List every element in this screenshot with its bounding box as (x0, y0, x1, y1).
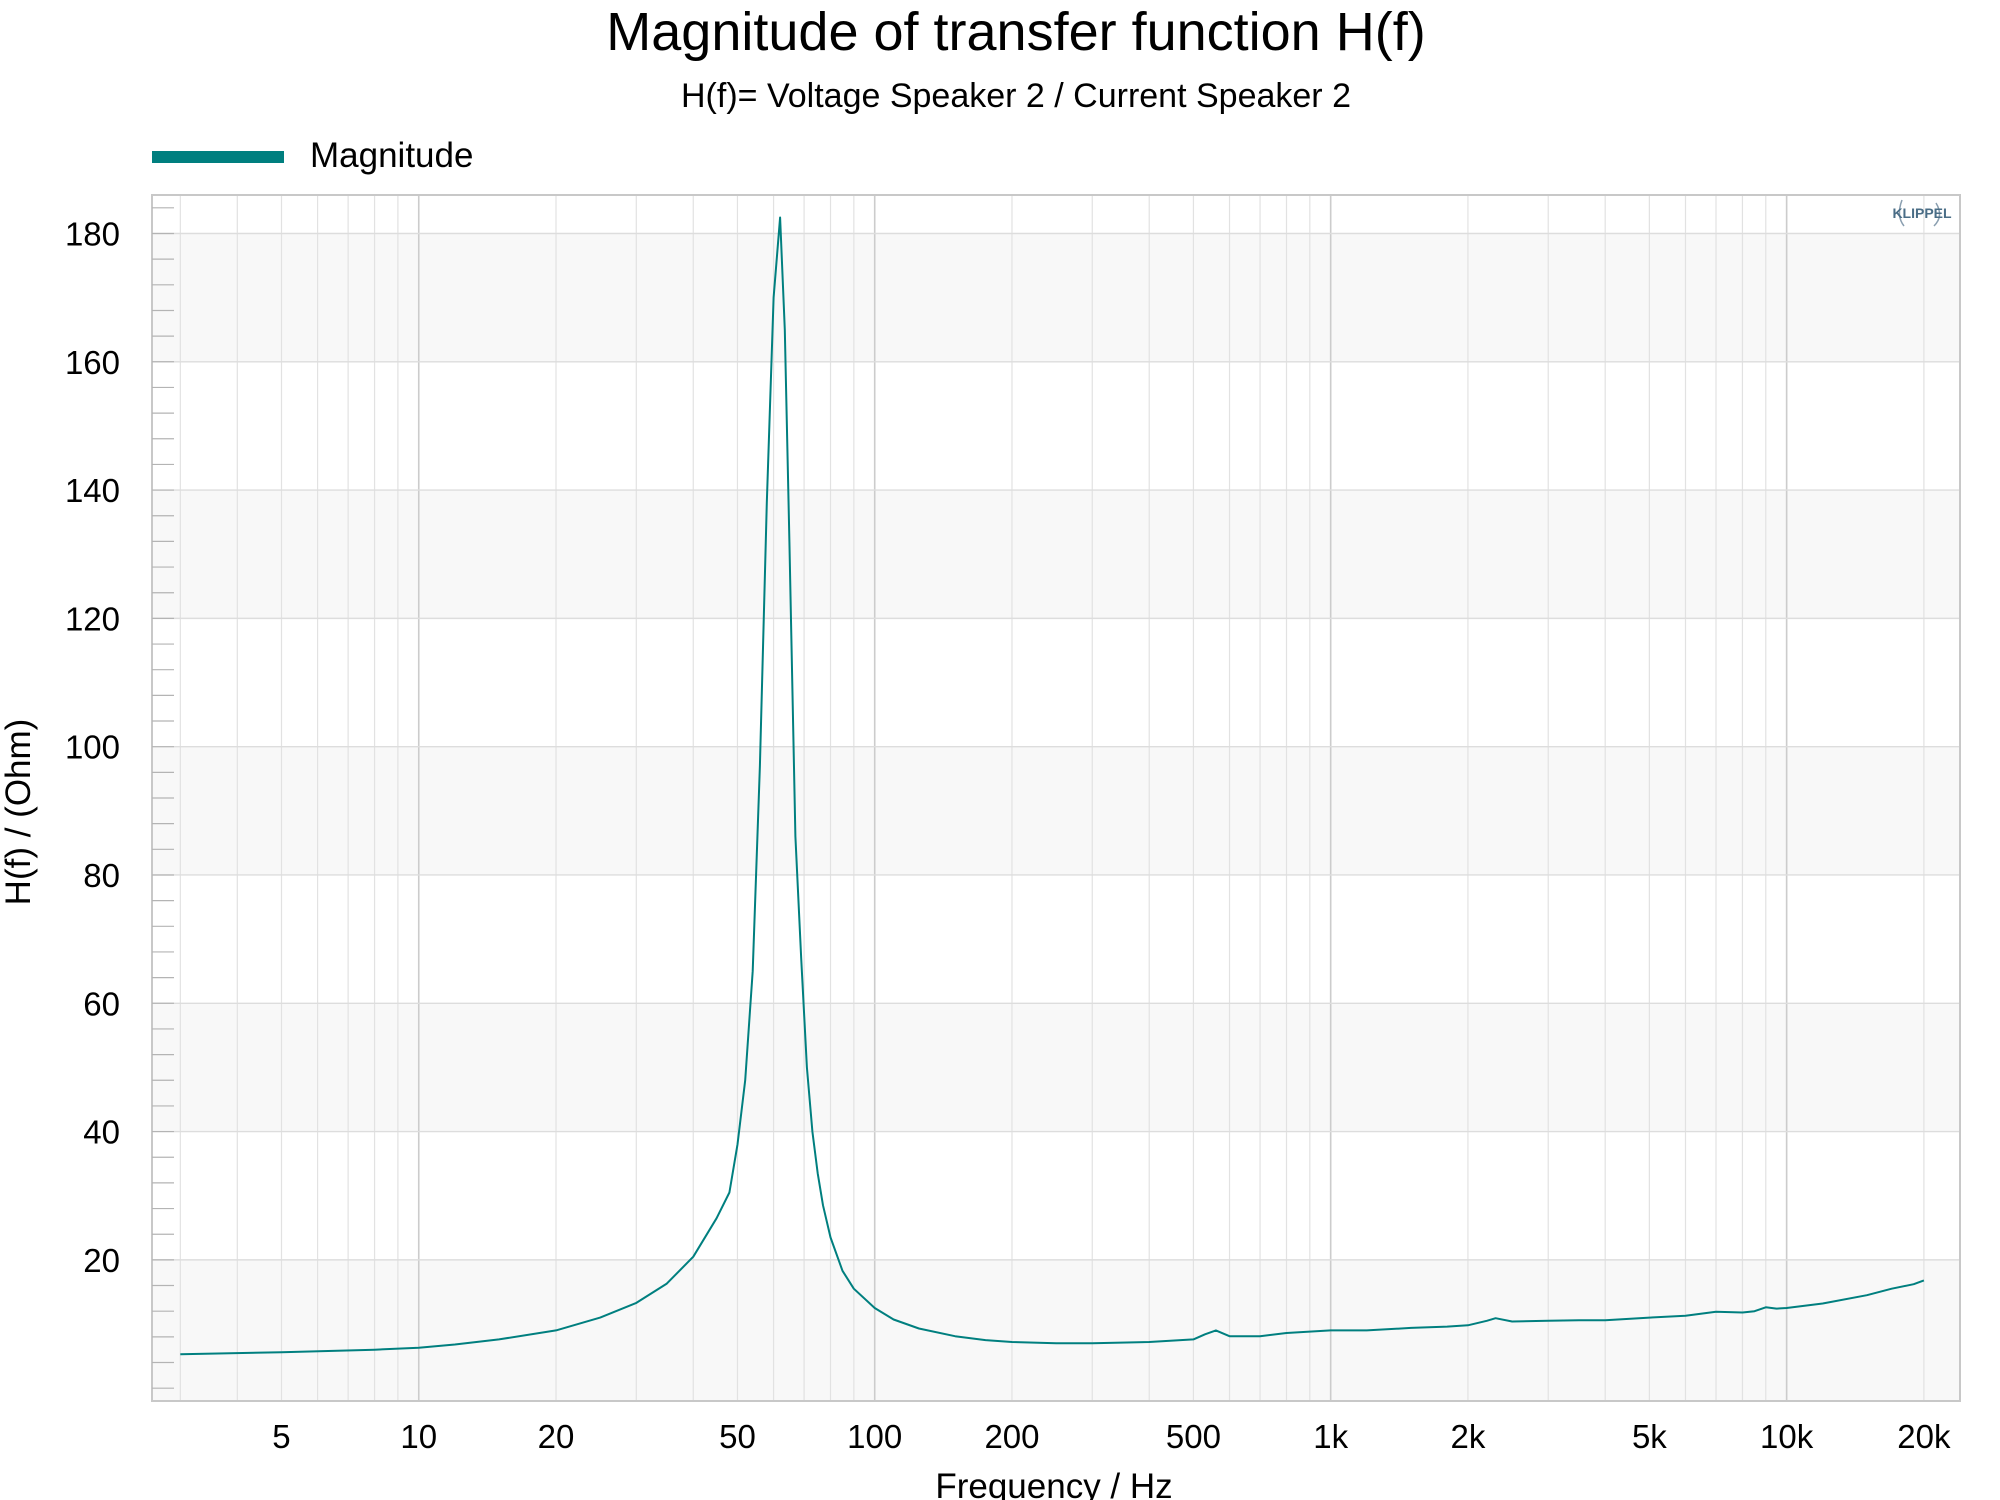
x-tick-label: 10 (400, 1418, 437, 1455)
plot-band (152, 618, 1960, 747)
x-tick-label: 2k (1451, 1418, 1486, 1455)
x-tick-label: 1k (1313, 1418, 1348, 1455)
y-axis-label: H(f) / (Ohm) (0, 719, 38, 906)
klippel-logo: KLIPPEL (1892, 199, 1952, 227)
x-tick-label: 10k (1760, 1418, 1814, 1455)
grid-lines (152, 195, 1960, 1401)
chart-subtitle: H(f)= Voltage Speaker 2 / Current Speake… (681, 77, 1351, 115)
plot-band (152, 490, 1960, 619)
legend: Magnitude (152, 136, 473, 175)
klippel-logo-arc-left (1898, 199, 1905, 227)
plot-band (152, 195, 1960, 234)
y-tick-label: 100 (65, 729, 120, 766)
plot-band (152, 233, 1960, 362)
chart-title: Magnitude of transfer function H(f) (606, 2, 1425, 62)
x-tick-label: 5k (1632, 1418, 1667, 1455)
y-tick-label: 40 (83, 1114, 120, 1151)
y-tick-label: 140 (65, 472, 120, 509)
legend-label: Magnitude (310, 136, 473, 175)
y-tick-label: 60 (83, 985, 120, 1022)
klippel-logo-text: KLIPPEL (1892, 205, 1952, 221)
x-tick-label: 20 (538, 1418, 575, 1455)
x-tick-label: 100 (847, 1418, 902, 1455)
x-tick-label: 200 (984, 1418, 1039, 1455)
y-tick-label: 120 (65, 600, 120, 637)
x-tick-label: 5 (272, 1418, 290, 1455)
x-tick-label: 500 (1166, 1418, 1221, 1455)
x-tick-labels: 5 10 20 50 100 200 500 1k 2k 5k 10k 20k (272, 1418, 1951, 1455)
y-tick-labels: 20 40 60 80 100 120 140 160 180 (65, 215, 120, 1278)
x-axis-label: Frequency / Hz (935, 1467, 1172, 1500)
y-tick-label: 80 (83, 857, 120, 894)
plot-band (152, 874, 1960, 1004)
y-tick-label: 180 (65, 215, 120, 252)
y-tick-label: 160 (65, 344, 120, 381)
plot-band (152, 1259, 1960, 1401)
series-line-magnitude (180, 216, 1925, 1356)
y-tick-label: 20 (83, 1242, 120, 1279)
plot-band (152, 361, 1960, 491)
plot-band (152, 1003, 1960, 1132)
series-layer (180, 216, 1925, 1356)
klippel-logo-arc-right (1933, 202, 1941, 227)
legend-swatch (152, 151, 284, 163)
y-minor-ticks (152, 207, 174, 1389)
plot-band (152, 746, 1960, 875)
plot-background (152, 195, 1960, 1401)
x-tick-label: 20k (1897, 1418, 1951, 1455)
plot-band (152, 1131, 1960, 1260)
x-tick-label: 50 (719, 1418, 756, 1455)
